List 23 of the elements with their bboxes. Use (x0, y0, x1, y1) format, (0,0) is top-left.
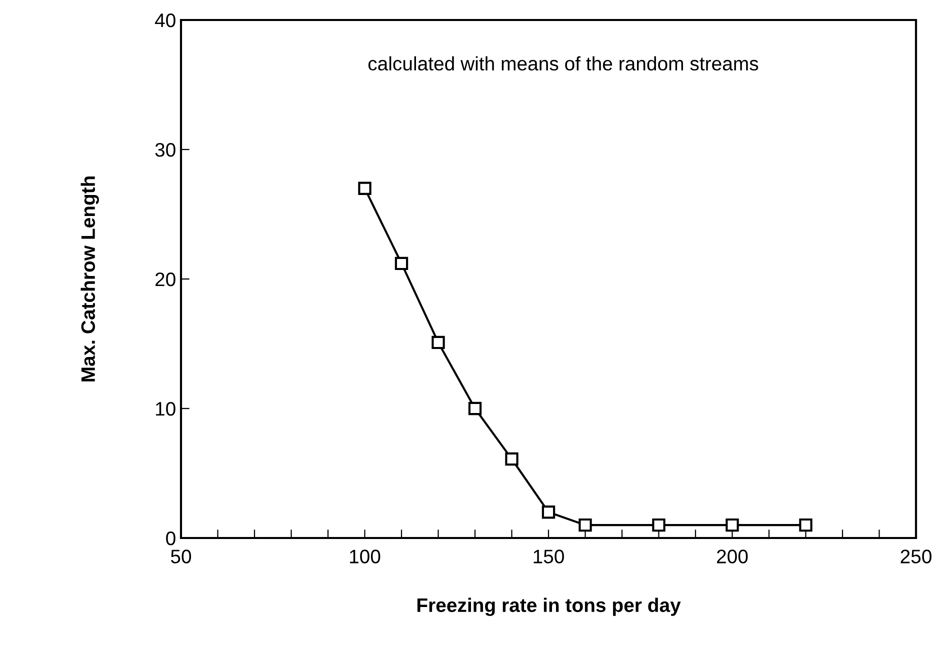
point (726, 518, 739, 532)
x-tick-label: 50 (170, 550, 192, 564)
y-tick-label: 0 (166, 531, 176, 546)
annotation: calculated with means of the random streams (368, 56, 758, 71)
x-tick-label: 200 (717, 550, 748, 564)
x-tick-label: 250 (900, 550, 932, 564)
y-tick-label: 30 (155, 142, 176, 157)
point (542, 506, 556, 519)
y-tick-label: 10 (156, 402, 176, 416)
point (394, 256, 408, 270)
point (468, 402, 482, 416)
point (505, 452, 518, 466)
x-tick-label: 150 (534, 550, 564, 564)
point (358, 182, 372, 195)
point (799, 518, 812, 532)
point (652, 518, 666, 532)
x-axis-title: Freezing rate in tons per day (417, 598, 681, 616)
point (432, 336, 445, 350)
y-tick-label: 20 (155, 272, 176, 286)
point (578, 518, 592, 532)
x-tick-label: 100 (350, 550, 380, 564)
y-axis-title: Max. Catchrow Length (80, 176, 99, 382)
y-tick-label: 40 (154, 13, 176, 28)
